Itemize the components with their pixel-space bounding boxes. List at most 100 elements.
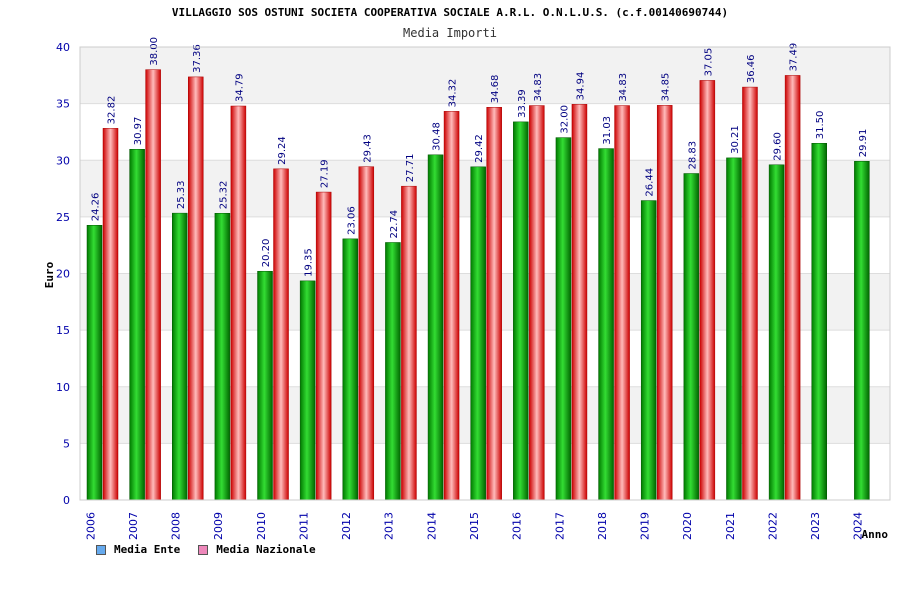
x-tick-label: 2018 [596,512,609,540]
data-label-media-nazionale-2016: 34.83 [533,73,544,102]
bar-media-nazionale-2012 [358,166,375,501]
bar-media-nazionale-2017 [571,104,588,501]
x-tick-label: 2016 [511,512,524,540]
y-tick-label: 40 [56,41,70,54]
y-tick-label: 15 [56,324,70,337]
x-tick-label: 2006 [84,512,97,540]
y-tick-label: 5 [63,437,70,450]
bar-media-ente-2019 [640,200,657,501]
bar-media-ente-2017 [555,137,572,501]
data-label-media-ente-2017: 32.00 [559,105,570,134]
data-label-media-nazionale-2007: 38.00 [149,37,160,66]
bar-media-nazionale-2020 [699,80,716,501]
legend-swatch-media-ente [96,544,106,555]
bar-media-ente-2014 [427,154,444,501]
bar-media-ente-2010 [257,270,273,501]
data-label-media-nazionale-2021: 36.46 [746,54,757,83]
y-tick-label: 25 [56,211,70,224]
data-label-media-nazionale-2014: 34.32 [448,79,459,108]
data-label-media-ente-2011: 19.35 [304,248,315,277]
legend-item-media-nazionale: Media Nazionale [198,543,316,556]
bar-media-ente-2022 [768,164,785,501]
data-label-media-ente-2024: 29.91 [858,129,869,158]
bar-media-nazionale-2009 [230,105,247,501]
bar-media-ente-2020 [683,173,700,501]
data-label-media-ente-2008: 25.33 [176,180,187,209]
x-tick-label: 2007 [127,512,140,540]
data-label-media-ente-2010: 20.20 [261,239,272,268]
x-tick-label: 2024 [852,512,865,540]
data-label-media-ente-2019: 26.44 [645,168,656,197]
bar-media-ente-2016 [513,121,529,501]
bar-media-ente-2008 [172,212,188,501]
x-tick-label: 2011 [297,512,310,540]
x-tick-label: 2010 [255,512,268,540]
legend-label-media-nazionale: Media Nazionale [216,543,316,556]
bar-media-nazionale-2022 [784,75,801,501]
data-label-media-nazionale-2019: 34.85 [661,73,672,102]
x-tick-label: 2009 [212,512,225,540]
data-label-media-ente-2012: 23.06 [346,206,357,235]
x-tick-label: 2008 [170,512,183,540]
x-tick-label: 2023 [809,512,822,540]
bar-media-ente-2023 [811,143,827,501]
legend-swatch-media-nazionale [198,544,209,555]
data-label-media-ente-2023: 31.50 [815,111,826,140]
data-label-media-ente-2018: 31.03 [602,116,613,145]
x-tick-label: 2013 [383,512,396,540]
y-tick-label: 30 [56,154,70,167]
data-label-media-nazionale-2017: 34.94 [575,72,586,101]
bar-media-ente-2024 [854,161,870,501]
chart-subtitle: Media Importi [403,26,497,40]
data-label-media-nazionale-2009: 34.79 [234,73,245,102]
y-tick-label: 20 [56,268,70,281]
legend-item-media-ente: Media Ente [96,543,180,556]
data-label-media-ente-2022: 29.60 [773,132,784,161]
data-label-media-nazionale-2018: 34.83 [618,73,629,102]
data-label-media-ente-2013: 22.74 [389,210,400,239]
data-label-media-ente-2009: 25.32 [218,181,229,210]
data-label-media-ente-2006: 24.26 [91,193,102,222]
x-tick-label: 2021 [724,512,737,540]
data-label-media-ente-2020: 28.83 [687,141,698,170]
plot-frame [79,46,891,501]
x-axis-label: Anno [862,528,889,541]
bar-media-nazionale-2008 [188,76,204,501]
legend: Media Ente Media Nazionale [96,543,334,556]
x-tick-label: 2017 [553,512,566,540]
y-tick-label: 35 [56,98,70,111]
data-label-media-ente-2014: 30.48 [432,122,443,151]
data-label-media-nazionale-2015: 34.68 [490,75,501,104]
bar-media-nazionale-2019 [656,105,673,501]
bar-media-nazionale-2021 [742,86,758,501]
bar-media-ente-2007 [129,149,145,501]
bar-media-ente-2012 [342,238,359,501]
data-label-media-nazionale-2010: 29.24 [277,136,288,165]
bar-media-nazionale-2014 [443,111,460,501]
bar-media-nazionale-2007 [145,69,161,501]
data-label-media-ente-2007: 30.97 [133,117,144,146]
bar-media-nazionale-2006 [102,128,119,501]
data-label-media-nazionale-2020: 37.05 [703,48,714,77]
x-tick-label: 2022 [766,512,779,540]
y-tick-label: 10 [56,381,70,394]
chart-title: VILLAGGIO SOS OSTUNI SOCIETA COOPERATIVA… [171,6,729,19]
x-tick-label: 2019 [639,512,652,540]
bar-media-ente-2021 [726,157,742,501]
y-axis-label: Euro [43,261,56,288]
bar-media-nazionale-2013 [401,185,417,501]
bar-media-ente-2018 [598,148,614,501]
bar-media-ente-2011 [299,280,316,501]
bar-media-nazionale-2016 [529,105,545,501]
data-label-media-nazionale-2011: 27.19 [320,159,331,188]
y-tick-label: 0 [63,494,70,507]
data-label-media-nazionale-2012: 29.43 [362,134,373,163]
data-label-media-ente-2021: 30.21 [730,125,741,154]
x-tick-label: 2015 [468,512,481,540]
bar-media-nazionale-2011 [315,191,332,501]
bar-media-ente-2013 [385,242,401,501]
bar-media-nazionale-2018 [614,105,630,501]
bar-media-ente-2015 [470,166,486,501]
bar-media-ente-2006 [86,225,103,501]
